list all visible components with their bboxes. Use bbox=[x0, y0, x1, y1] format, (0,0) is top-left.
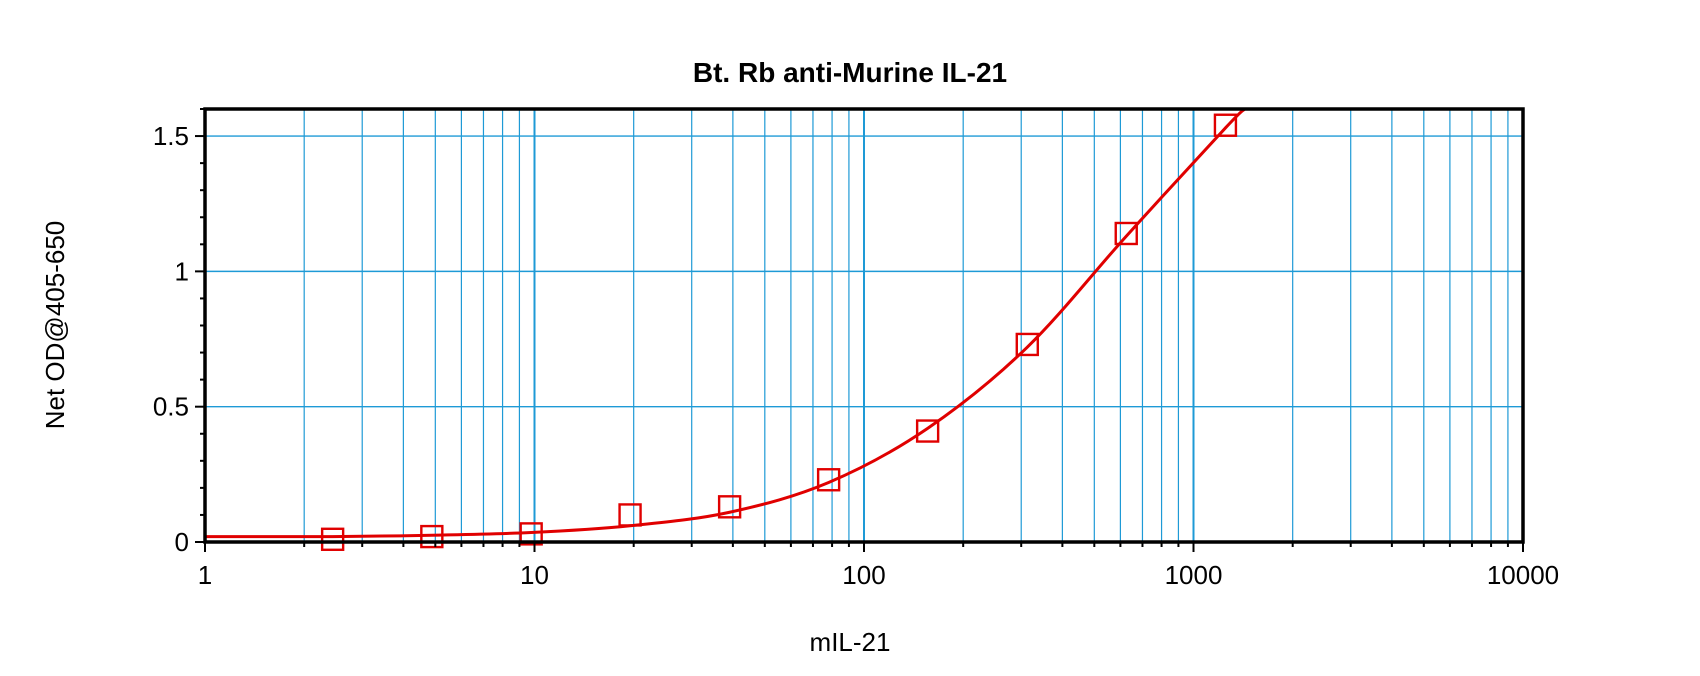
x-tick-label: 10 bbox=[520, 560, 549, 590]
fit-curve bbox=[205, 109, 1246, 539]
data-point bbox=[618, 503, 642, 527]
y-tick-labels: 0 0.5 1 1.5 bbox=[153, 121, 189, 557]
fit-curve-group bbox=[205, 109, 1246, 539]
data-point bbox=[915, 419, 940, 443]
x-tick-label: 100 bbox=[842, 560, 885, 590]
y-tick-label: 1.5 bbox=[153, 121, 189, 151]
data-point bbox=[420, 524, 444, 549]
data-points-group bbox=[320, 113, 1238, 551]
data-point bbox=[519, 522, 543, 546]
y-tick-label: 1 bbox=[175, 256, 189, 286]
y-tick-label: 0.5 bbox=[153, 392, 189, 422]
x-tick-label: 1 bbox=[198, 560, 212, 590]
x-tick-label: 1000 bbox=[1165, 560, 1223, 590]
data-point bbox=[1213, 113, 1238, 137]
data-point bbox=[320, 527, 345, 551]
chart-title: Bt. Rb anti-Murine IL-21 bbox=[693, 57, 1007, 88]
axes-group bbox=[195, 107, 1525, 552]
x-tick-labels: 1 10 100 1000 10000 bbox=[198, 560, 1559, 590]
x-axis-label: mIL-21 bbox=[810, 627, 891, 657]
x-tick-label: 10000 bbox=[1487, 560, 1559, 590]
data-point bbox=[1015, 332, 1039, 357]
data-point bbox=[717, 495, 742, 519]
y-axis-label: Net OD@405-650 bbox=[40, 221, 70, 430]
y-tick-label: 0 bbox=[175, 527, 189, 557]
data-point bbox=[1114, 221, 1138, 246]
grid-lines bbox=[205, 109, 1523, 542]
data-point bbox=[816, 468, 841, 492]
